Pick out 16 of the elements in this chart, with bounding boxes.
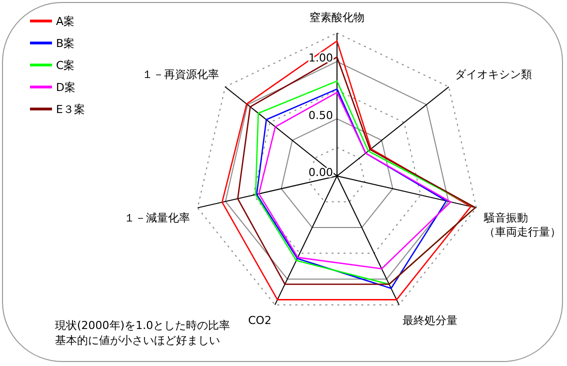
spoke-label: CO2 <box>248 314 272 328</box>
spoke-label: １－減量化率 <box>124 212 190 225</box>
y-tick-label: 0.00 <box>308 166 333 179</box>
legend-label: B案 <box>56 37 75 50</box>
text: 基本的に値が小さいほど好ましい <box>55 333 221 348</box>
text: 現状(2000年)を1.0とした時の比率 <box>55 318 230 333</box>
spoke-label: １－再資源化率 <box>142 68 219 81</box>
y-tick-label: 0.50 <box>308 108 333 122</box>
spoke-label: ダイオキシン類 <box>455 68 532 81</box>
legend-label: D案 <box>56 81 76 94</box>
legend-label: C案 <box>56 59 75 72</box>
spoke-label: 騒音振動（車両走行量） <box>483 212 562 239</box>
spoke-label: 最終処分量 <box>402 314 458 328</box>
legend-label: A案 <box>56 15 75 28</box>
spoke-label: 窒素酸化物 <box>310 11 364 24</box>
legend-label: E３案 <box>56 103 85 116</box>
